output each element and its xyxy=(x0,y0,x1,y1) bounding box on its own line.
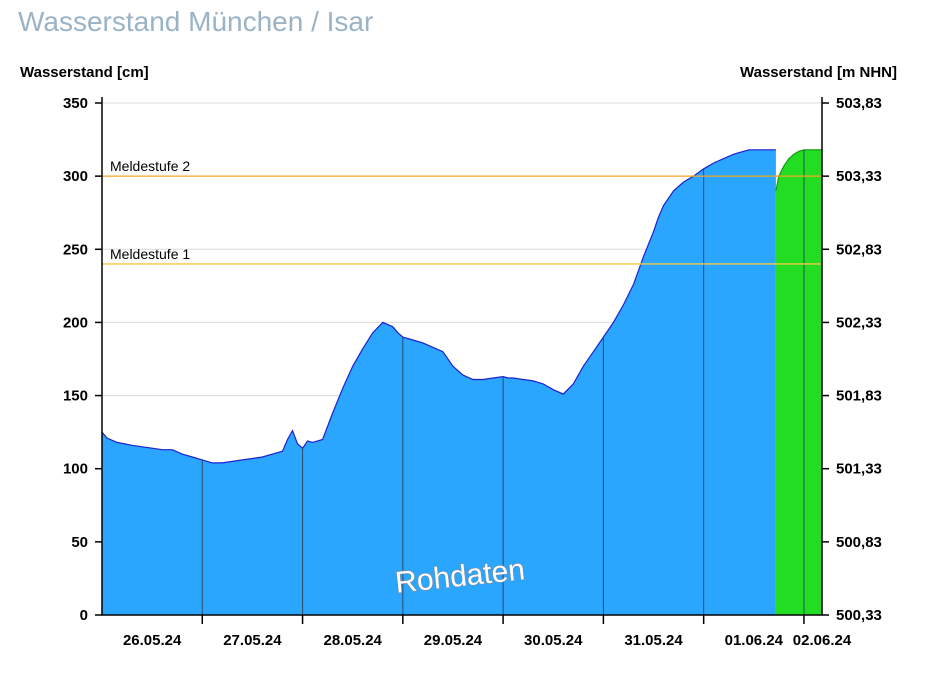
right-tick-label: 501,33 xyxy=(836,461,882,478)
page-title: Wasserstand München / Isar xyxy=(18,6,374,37)
right-tick-label: 503,83 xyxy=(836,95,882,112)
axes: 0 500,33 50 500,83 100 501,33 150 501,83 200 502,… xyxy=(63,95,882,649)
day-boundaries xyxy=(201,149,805,615)
right-tick-label: 503,33 xyxy=(836,168,882,185)
x-tick-label: 02.06.24 xyxy=(793,632,852,649)
threshold-label: Meldestufe 2 xyxy=(110,158,190,174)
forecast-line xyxy=(775,149,822,191)
measured-line xyxy=(101,149,776,464)
right-tick-label: 501,83 xyxy=(836,388,882,405)
left-tick-label: 250 xyxy=(63,241,88,258)
x-tick-label: 01.06.24 xyxy=(725,632,784,649)
left-tick-label: 200 xyxy=(63,314,88,331)
left-axis-title: Wasserstand [cm] xyxy=(20,64,149,81)
left-tick-label: 50 xyxy=(71,534,88,551)
x-tick-label: 28.05.24 xyxy=(324,632,383,649)
thresholds: Meldestufe 2 Meldestufe 1 xyxy=(102,158,822,265)
left-tick-label: 300 xyxy=(63,168,88,185)
left-tick-label: 150 xyxy=(63,388,88,405)
threshold-label: Meldestufe 1 xyxy=(110,246,190,262)
x-tick-label: 29.05.24 xyxy=(424,632,483,649)
right-axis-title: Wasserstand [m NHN] xyxy=(740,64,897,81)
measured-area xyxy=(102,149,776,616)
right-tick-label: 502,33 xyxy=(836,314,882,331)
right-tick-label: 500,33 xyxy=(836,607,882,624)
left-tick-label: 100 xyxy=(63,461,88,478)
x-tick-label: 31.05.24 xyxy=(624,632,683,649)
right-tick-label: 502,83 xyxy=(836,241,882,258)
x-tick-label: 30.05.24 xyxy=(524,632,583,649)
right-tick-label: 500,83 xyxy=(836,534,882,551)
x-tick-label: 27.05.24 xyxy=(223,632,282,649)
x-tick-label: 26.05.24 xyxy=(123,632,182,649)
series-areas xyxy=(101,149,822,616)
left-tick-label: 0 xyxy=(80,607,88,624)
left-tick-label: 350 xyxy=(63,95,88,112)
forecast-area xyxy=(775,149,822,616)
